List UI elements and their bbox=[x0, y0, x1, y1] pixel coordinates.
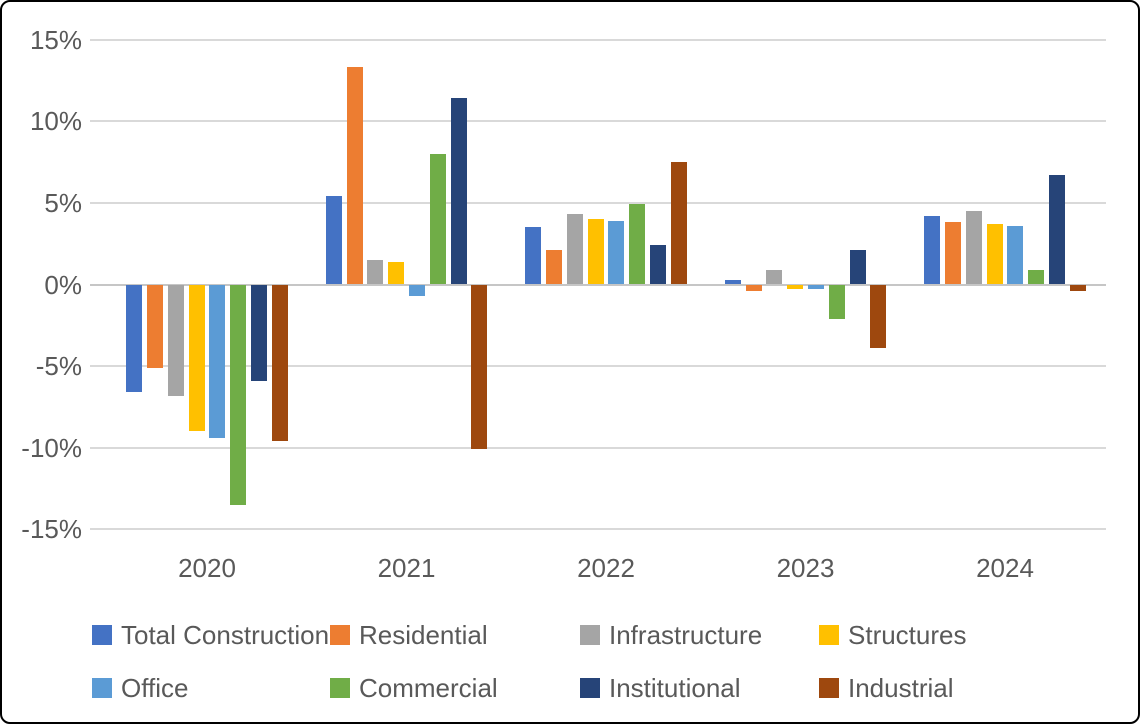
bar-residential-2020 bbox=[147, 284, 163, 368]
legend-label-industrial: Industrial bbox=[848, 673, 954, 703]
bar-commercial-2023 bbox=[828, 284, 845, 319]
gridline--5% bbox=[90, 365, 1106, 368]
gridline-15% bbox=[90, 38, 1106, 41]
bar-office-2021 bbox=[408, 284, 425, 296]
y-axis-tick-label: -15% bbox=[21, 514, 82, 545]
legend-item-residential: Residential bbox=[330, 622, 488, 648]
bar-office-2023 bbox=[807, 284, 824, 290]
legend-swatch-infrastructure-icon bbox=[580, 625, 600, 645]
bar-total-construction-2020 bbox=[126, 284, 143, 393]
bar-total-construction-2021 bbox=[325, 196, 342, 285]
gridline-0% bbox=[90, 283, 1106, 286]
legend-item-total-construction: Total Construction bbox=[92, 622, 329, 648]
legend-swatch-total-construction-icon bbox=[92, 625, 112, 645]
y-axis-tick-label: -5% bbox=[35, 351, 82, 382]
x-axis-label-2022: 2022 bbox=[577, 553, 635, 583]
x-axis-label-2024: 2024 bbox=[976, 553, 1034, 583]
bar-infrastructure-2023 bbox=[766, 269, 783, 285]
legend-label-infrastructure: Infrastructure bbox=[609, 620, 763, 650]
bar-institutional-2021 bbox=[450, 98, 467, 285]
bar-structures-2023 bbox=[787, 284, 804, 290]
legend-item-institutional: Institutional bbox=[580, 675, 741, 701]
bar-structures-2020 bbox=[188, 284, 205, 432]
bar-industrial-2021 bbox=[471, 284, 488, 450]
bar-residential-2024 bbox=[945, 222, 961, 285]
y-axis-tick-label: 10% bbox=[29, 106, 82, 137]
x-axis-label-2023: 2023 bbox=[776, 553, 835, 583]
bar-infrastructure-2024 bbox=[965, 211, 982, 285]
gridline-5% bbox=[90, 201, 1106, 204]
x-axis-label-2020: 2020 bbox=[178, 553, 236, 583]
gridline-10% bbox=[90, 120, 1106, 123]
y-axis-tick-label: -10% bbox=[21, 432, 82, 463]
bar-structures-2021 bbox=[388, 261, 405, 285]
legend-swatch-industrial-icon bbox=[819, 678, 839, 698]
bar-total-construction-2023 bbox=[724, 279, 741, 285]
legend-label-institutional: Institutional bbox=[609, 673, 741, 703]
legend-item-commercial: Commercial bbox=[330, 675, 498, 701]
bar-total-construction-2022 bbox=[525, 227, 542, 285]
bar-structures-2024 bbox=[986, 224, 1003, 285]
bar-industrial-2022 bbox=[670, 162, 687, 285]
legend-item-industrial: Industrial bbox=[819, 675, 954, 701]
y-axis-tick-label: 15% bbox=[29, 24, 82, 55]
legend-swatch-structures-icon bbox=[819, 625, 839, 645]
legend-swatch-office-icon bbox=[92, 678, 112, 698]
legend-item-infrastructure: Infrastructure bbox=[580, 622, 762, 648]
gridline--10% bbox=[90, 446, 1106, 449]
legend-swatch-commercial-icon bbox=[330, 678, 350, 698]
bar-institutional-2022 bbox=[650, 245, 666, 285]
bar-commercial-2020 bbox=[230, 284, 247, 505]
bar-institutional-2024 bbox=[1049, 175, 1065, 285]
bar-residential-2023 bbox=[745, 284, 762, 292]
y-axis-tick-label: 5% bbox=[44, 187, 82, 218]
legend-label-residential: Residential bbox=[359, 620, 488, 650]
bar-commercial-2022 bbox=[629, 204, 646, 285]
legend-swatch-institutional-icon bbox=[580, 678, 600, 698]
legend-label-total-construction: Total Construction bbox=[121, 620, 330, 650]
bar-industrial-2024 bbox=[1069, 284, 1086, 292]
bar-office-2024 bbox=[1007, 225, 1024, 285]
bar-industrial-2023 bbox=[870, 284, 887, 349]
gridline--15% bbox=[90, 528, 1106, 531]
legend-label-office: Office bbox=[121, 673, 189, 703]
bar-industrial-2020 bbox=[271, 284, 288, 442]
bar-infrastructure-2022 bbox=[566, 214, 583, 285]
legend-label-structures: Structures bbox=[848, 620, 967, 650]
x-axis-label-2021: 2021 bbox=[377, 553, 436, 583]
bar-residential-2022 bbox=[546, 250, 562, 285]
bar-institutional-2020 bbox=[251, 284, 267, 381]
legend-swatch-residential-icon bbox=[330, 625, 350, 645]
bar-office-2022 bbox=[608, 220, 625, 285]
legend-item-office: Office bbox=[92, 675, 188, 701]
bar-commercial-2021 bbox=[429, 153, 446, 285]
bar-office-2020 bbox=[209, 284, 226, 439]
legend-item-structures: Structures bbox=[819, 622, 967, 648]
bar-infrastructure-2021 bbox=[367, 260, 384, 285]
bar-commercial-2024 bbox=[1028, 269, 1045, 285]
bar-infrastructure-2020 bbox=[167, 284, 184, 396]
bar-total-construction-2024 bbox=[924, 215, 941, 285]
y-axis-tick-label: 0% bbox=[44, 269, 82, 300]
legend-label-commercial: Commercial bbox=[359, 673, 498, 703]
bar-residential-2021 bbox=[346, 67, 363, 285]
bar-structures-2022 bbox=[587, 219, 604, 285]
bar-institutional-2023 bbox=[849, 250, 866, 285]
